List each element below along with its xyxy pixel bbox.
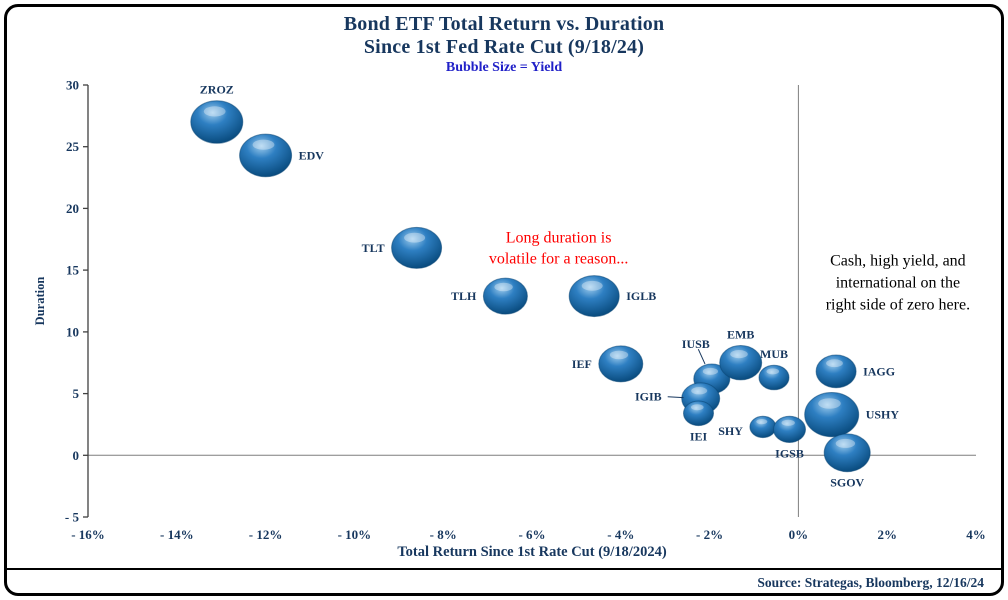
x-tick-label: - 10% [338, 527, 372, 542]
x-tick-label: - 2% [696, 527, 723, 542]
y-tick-label: 20 [66, 201, 79, 216]
x-tick-label: 0% [789, 527, 809, 542]
bubble-highlight [781, 419, 795, 426]
bubble-highlight [203, 106, 226, 117]
y-tick-label: 15 [66, 263, 80, 278]
x-axis-title: Total Return Since 1st Rate Cut (9/18/20… [397, 544, 666, 560]
bubble-highlight [691, 387, 708, 395]
bubble-highlight [756, 419, 768, 425]
y-tick-label: 5 [73, 386, 80, 401]
bubble-label-SHY: SHY [718, 424, 743, 438]
chart-title-line2: Since 1st Fed Rate Cut (9/18/24) [363, 36, 645, 58]
x-tick-label: - 8% [430, 527, 457, 542]
bubble-label-IGLB: IGLB [626, 289, 656, 303]
chart-subtitle: Bubble Size = Yield [445, 60, 563, 75]
y-tick-label: 0 [73, 448, 80, 463]
x-tick-label: - 12% [249, 527, 283, 542]
bubble-label-IUSB: IUSB [682, 337, 710, 351]
bubble-highlight [404, 232, 426, 243]
leader-IUSB [697, 348, 706, 365]
y-tick-label: 10 [66, 324, 79, 339]
x-tick-label: 4% [966, 527, 986, 542]
bubble-label-IGIB: IGIB [635, 390, 662, 404]
cash-note: Cash, high yield, and international on th… [826, 252, 970, 313]
bubble-TLH [482, 277, 528, 315]
bubble-label-SGOV: SGOV [830, 476, 864, 490]
bubble-IEI [683, 400, 714, 427]
bubble-MUB [758, 364, 790, 391]
long-duration-note: Long duration is volatile for a reason... [489, 229, 629, 267]
bubble-label-IEI: IEI [690, 430, 708, 444]
bubble-highlight [494, 282, 513, 292]
bubble-highlight [730, 350, 748, 359]
bubble-label-IEF: IEF [572, 357, 592, 371]
bubble-highlight [691, 404, 704, 411]
x-tick-label: 2% [877, 527, 897, 542]
x-tick-label: - 6% [518, 527, 545, 542]
x-tick-label: - 4% [607, 527, 634, 542]
source-text: Source: Strategas, Bloomberg, 12/16/24 [757, 575, 984, 590]
leader-IGIB [667, 396, 684, 399]
bubble-EDV [239, 133, 293, 178]
bubble-EMB [719, 345, 763, 381]
bubble-IEF [598, 345, 644, 383]
x-tick-label: - 14% [160, 527, 194, 542]
bubble-IGSB [773, 415, 806, 443]
bubble-USHY [804, 392, 860, 438]
bubble-TLT [391, 226, 443, 269]
bubble-highlight [252, 139, 275, 150]
bubble-highlight [766, 368, 780, 375]
bubble-highlight [818, 398, 841, 409]
bubble-label-TLH: TLH [451, 289, 477, 303]
bubble-label-EMB: EMB [727, 328, 754, 342]
bubble-highlight [826, 359, 843, 368]
bubble-label-ZROZ: ZROZ [200, 83, 234, 97]
bubble-label-IGSB: IGSB [775, 447, 804, 461]
bubble-highlight [835, 438, 856, 448]
y-tick-label: 25 [66, 139, 80, 154]
bubble-ZROZ [190, 100, 244, 144]
bubble-highlight [702, 367, 719, 375]
bubble-highlight [581, 280, 603, 291]
bubble-label-MUB: MUB [760, 347, 788, 361]
bubble-label-USHY: USHY [866, 408, 900, 422]
bubble-highlight [609, 350, 629, 360]
bubble-SGOV [823, 433, 871, 473]
bubble-label-IAGG: IAGG [863, 364, 895, 378]
bubble-label-TLT: TLT [362, 241, 385, 255]
chart-title-line1: Bond ETF Total Return vs. Duration [343, 13, 665, 35]
bubble-label-EDV: EDV [299, 148, 325, 162]
x-tick-label: - 16% [71, 527, 105, 542]
y-tick-label: - 5 [65, 510, 80, 525]
bubble-IAGG [815, 354, 857, 389]
y-axis-title: Duration [33, 277, 47, 326]
bubble-IGLB [568, 275, 620, 318]
footer-divider [6, 568, 1002, 570]
y-tick-label: 30 [66, 78, 79, 93]
